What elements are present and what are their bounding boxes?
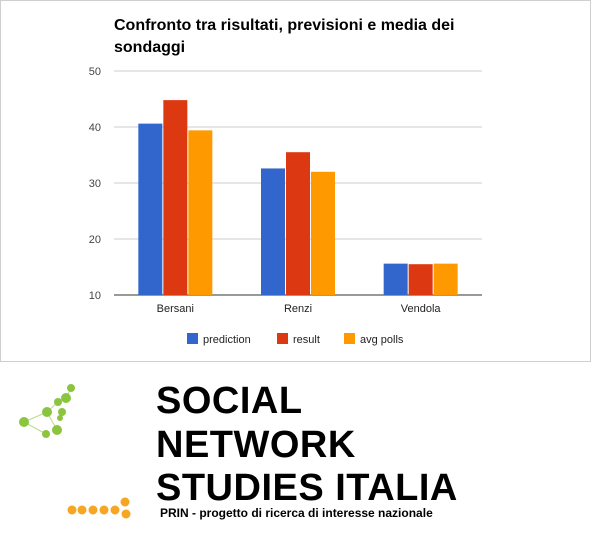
brand-line-1: SOCIAL <box>156 380 303 422</box>
orange-dot <box>67 505 77 515</box>
orange-dot <box>121 509 131 519</box>
network-node <box>42 430 50 438</box>
network-node <box>54 398 62 406</box>
brand-line-3: STUDIES ITALIA <box>156 467 458 509</box>
legend-swatch-avg-polls <box>344 333 355 344</box>
network-node <box>57 415 63 421</box>
orange-dot <box>77 505 87 515</box>
y-tick-label: 40 <box>89 122 101 134</box>
x-tick-label: Vendola <box>401 303 442 315</box>
legend-label-result: result <box>293 334 320 346</box>
y-tick-label: 20 <box>89 234 101 246</box>
legend-swatch-prediction <box>187 333 198 344</box>
x-tick-label: Renzi <box>284 303 312 315</box>
legend-label-prediction: prediction <box>203 334 251 346</box>
network-logo <box>19 384 131 519</box>
network-node <box>42 407 52 417</box>
network-node <box>19 417 29 427</box>
bar-avg-polls-bersani <box>188 130 213 295</box>
brand-line-2: NETWORK <box>156 424 356 466</box>
bar-result-vendola <box>408 264 433 295</box>
chart-title: Confronto tra risultati, previsioni e me… <box>114 17 455 56</box>
network-node <box>58 408 66 416</box>
bar-chart: 10 20 30 40 50 Bersani Renzi Vendola prediction r… <box>89 66 482 346</box>
legend-label-avg-polls: avg polls <box>360 334 404 346</box>
orange-dot <box>120 497 130 507</box>
bar-avg-polls-renzi <box>311 171 335 295</box>
network-node <box>67 384 75 392</box>
orange-dot <box>99 505 109 515</box>
orange-dot <box>88 505 98 515</box>
bar-prediction-vendola <box>383 263 408 295</box>
bar-result-renzi <box>286 152 310 295</box>
network-node <box>52 425 62 435</box>
y-tick-label: 10 <box>89 290 101 302</box>
legend-swatch-result <box>277 333 288 344</box>
brand-subtitle: PRIN - progetto di ricerca di interesse … <box>160 506 433 520</box>
y-tick-label: 50 <box>89 66 101 78</box>
network-node <box>61 393 71 403</box>
bar-prediction-renzi <box>261 168 285 295</box>
x-tick-label: Bersani <box>157 303 194 315</box>
y-tick-label: 30 <box>89 178 101 190</box>
bar-result-bersani <box>163 100 188 296</box>
chart-panel: Confronto tra risultati, previsioni e me… <box>0 0 591 362</box>
bar-avg-polls-vendola <box>433 263 458 295</box>
bar-prediction-bersani <box>138 123 163 295</box>
orange-dot <box>110 505 120 515</box>
